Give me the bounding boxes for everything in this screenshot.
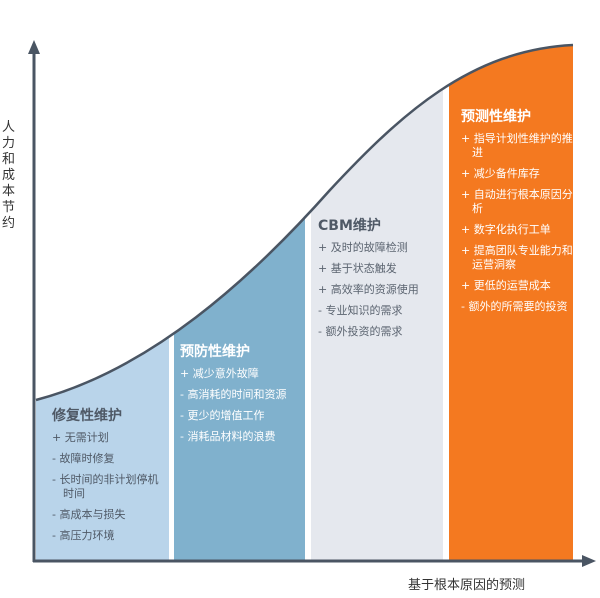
list-item: - 更少的增值工作 [180,409,265,422]
list-item: + 指导计划性维护的推进 [461,132,573,159]
list-item: - 高成本与损失 [52,508,126,521]
list-item: - 故障时修复 [52,452,115,465]
predictive-band [449,45,573,560]
list-item: - 高压力环境 [52,529,115,542]
column-title: 预防性维护 [180,344,250,360]
column-title: CBM维护 [318,218,381,234]
list-item: - 消耗品材料的浪费 [180,430,276,443]
list-item: + 数字化执行工单 [461,223,551,236]
predictive-maintenance-column: 预测性维护 + 指导计划性维护的推进 + 减少备件库存 + 自动进行根本原因分析… [461,106,573,321]
column-title: 修复性维护 [52,408,122,424]
preventive-maintenance-column: 预防性维护 + 减少意外故障 - 高消耗的时间和资源 - 更少的增值工作 - 消… [180,341,305,451]
list-item: + 提高团队专业能力和运营洞察 [461,244,573,271]
list-item: - 高消耗的时间和资源 [180,388,287,401]
list-item: - 专业知识的需求 [318,304,403,317]
list-item: - 额外投资的需求 [318,325,403,338]
y-axis-label: 人力和成本节约 [2,120,16,231]
cost-curve [35,43,574,402]
x-axis-label: 基于根本原因的预测 [408,578,526,593]
cbm-maintenance-column: CBM维护 + 及时的故障检测 + 基于状态触发 + 高效率的资源使用 - 专业… [318,215,443,346]
list-item: + 减少意外故障 [180,367,259,380]
list-item: + 减少备件库存 [461,167,540,180]
x-axis-arrow-icon [582,555,596,567]
list-item: - 长时间的非计划停机时间 [52,473,159,500]
list-item: + 自动进行根本原因分析 [461,188,573,215]
reactive-maintenance-column: 修复性维护 + 无需计划 - 故障时修复 - 长时间的非计划停机时间 - 高成本… [52,405,167,550]
list-item: + 更低的运营成本 [461,279,551,292]
column-title: 预测性维护 [461,109,531,125]
list-item: - 额外的所需要的投资 [461,300,568,313]
y-axis-arrow-icon [28,40,40,54]
list-item: + 基于状态触发 [318,262,397,275]
list-item: + 高效率的资源使用 [318,283,419,296]
list-item: + 无需计划 [52,431,109,444]
list-item: + 及时的故障检测 [318,241,408,254]
